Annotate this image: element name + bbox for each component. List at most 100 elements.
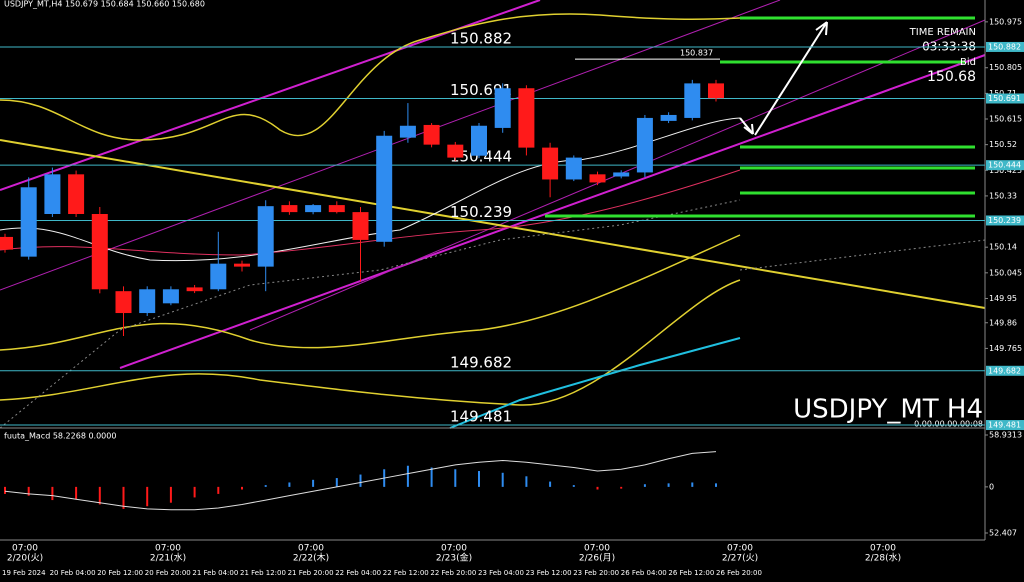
candle-body	[20, 187, 37, 257]
candle-body	[68, 174, 85, 214]
time-label: 07:00	[441, 544, 467, 554]
x-tick-label: 23 Feb 12:00	[526, 569, 572, 577]
macd-bar	[146, 486, 149, 507]
macd-bar	[478, 471, 480, 487]
level-label: 150.882	[450, 29, 512, 47]
y-tick-label: 150.045	[989, 268, 1022, 277]
macd-tick-label: 0	[989, 482, 994, 491]
candle-body	[91, 214, 108, 290]
ma-line	[0, 117, 741, 262]
time-label: 07:00	[727, 544, 753, 554]
date-label: 2/20(火)	[7, 553, 43, 564]
time-label: 07:00	[12, 544, 38, 554]
cloud-line	[739, 239, 986, 271]
x-tick-label: 21 Feb 04:00	[192, 569, 238, 577]
candle-body	[352, 212, 369, 240]
x-tick-label: 22 Feb 20:00	[430, 569, 476, 577]
candle-body	[471, 125, 487, 156]
candle-body	[234, 263, 250, 267]
y-tick-label: 149.95	[989, 294, 1017, 303]
level-axis-label: 149.481	[988, 421, 1021, 430]
level-axis-label: 150.882	[988, 42, 1021, 51]
macd-bar	[406, 465, 409, 487]
macd-bar	[715, 483, 717, 487]
time-label: 07:00	[870, 544, 896, 554]
candle-body	[708, 83, 724, 99]
price-line-label: 150.837	[680, 49, 713, 58]
candle-body	[305, 205, 322, 213]
candle-body	[328, 205, 345, 213]
level-label: 149.481	[450, 408, 512, 426]
macd-bar	[335, 478, 338, 487]
candle-body	[399, 125, 416, 138]
date-label: 2/23(金)	[436, 552, 472, 564]
x-tick-label: 26 Feb 20:00	[716, 569, 762, 577]
macd-bar	[169, 486, 172, 503]
trend-line	[0, 139, 986, 309]
y-tick-label: 150.52	[989, 140, 1017, 149]
macd-bar	[288, 482, 291, 487]
countdown: 0.00.00.00.00:08	[914, 420, 983, 429]
candle-body	[44, 174, 61, 214]
band-line	[0, 13, 741, 141]
x-tick-label: 23 Feb 20:00	[573, 569, 619, 577]
macd-bar	[98, 486, 101, 505]
y-tick-label: 150.425	[989, 166, 1022, 175]
bid-label: Bid	[960, 57, 976, 68]
header: USDJPY_MT,H4 150.679 150.684 150.660 150…	[4, 0, 205, 9]
target-line	[545, 16, 975, 218]
x-tick-label: 20 Feb 20:00	[145, 569, 191, 577]
macd-bar	[27, 486, 30, 496]
band-line	[0, 234, 741, 351]
level-axis-box	[986, 215, 1024, 226]
macd-bar	[241, 486, 243, 490]
macd-bar	[454, 469, 457, 487]
macd-signal	[4, 451, 717, 511]
macd-bar	[691, 482, 694, 487]
macd-bar	[217, 486, 220, 494]
channel-line	[119, 54, 986, 369]
macd-tick-label: 58.9313	[989, 431, 1022, 440]
candle-body	[210, 263, 227, 290]
macd-bar	[549, 481, 552, 487]
time-remain-label: TIME REMAIN	[909, 27, 976, 38]
macd-bar	[667, 483, 670, 487]
candle-body	[0, 236, 13, 250]
candle-body	[162, 289, 179, 304]
ma-line	[0, 169, 741, 256]
x-tick-label: 20 Feb 04:00	[50, 569, 96, 577]
macd-bar	[51, 486, 54, 501]
candle-body	[518, 88, 535, 148]
level-label: 150.239	[450, 203, 512, 221]
y-tick-label: 150.71	[989, 89, 1017, 98]
band-line	[0, 279, 741, 406]
y-tick-label: 150.615	[989, 115, 1022, 124]
macd-bar	[75, 486, 78, 500]
macd-bar	[620, 486, 623, 489]
macd-bar	[430, 467, 433, 487]
y-tick-label: 150.805	[989, 63, 1022, 72]
date-label: 2/27(火)	[722, 553, 758, 564]
candle-body	[589, 174, 606, 183]
candle-body	[494, 88, 511, 128]
time-label: 07:00	[155, 544, 181, 554]
symbol-label: USDJPY_MT H4	[793, 395, 983, 425]
arrow	[739, 21, 828, 136]
candle-body	[281, 205, 298, 213]
macd-bar	[596, 486, 599, 490]
candle-body	[447, 144, 464, 158]
y-tick-label: 150.14	[989, 243, 1017, 252]
macd-tick-label: 52.407	[989, 529, 1017, 538]
macd-bar	[193, 486, 196, 498]
x-tick-label: 19 Feb 2024	[2, 569, 46, 577]
level-axis-label: 150.444	[988, 161, 1021, 170]
date-label: 2/26(月)	[579, 553, 615, 564]
macd-bar	[122, 486, 125, 509]
time-label: 07:00	[584, 544, 610, 554]
level-axis-box	[986, 365, 1024, 376]
level-axis-box	[986, 420, 1024, 431]
level-axis-label: 149.682	[988, 366, 1021, 375]
candle-body	[613, 172, 630, 177]
x-tick-label: 21 Feb 20:00	[288, 569, 334, 577]
